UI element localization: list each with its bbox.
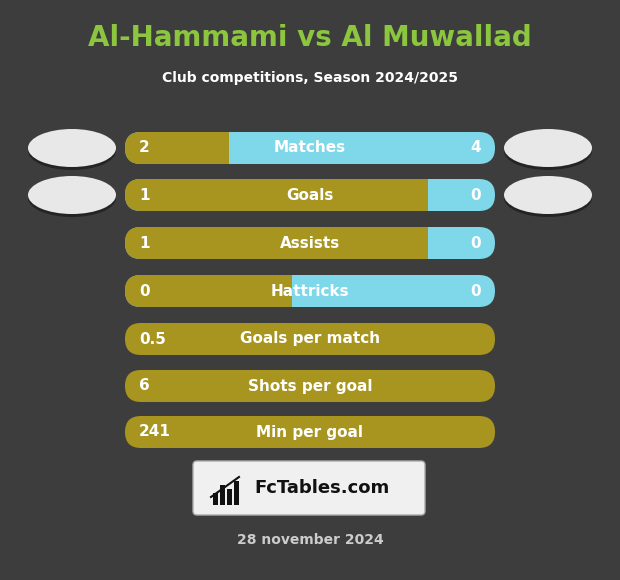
FancyBboxPatch shape [125, 275, 308, 307]
FancyBboxPatch shape [193, 461, 425, 515]
FancyBboxPatch shape [125, 132, 495, 164]
Text: Shots per goal: Shots per goal [248, 379, 372, 393]
Text: 0: 0 [139, 284, 149, 299]
Ellipse shape [28, 179, 116, 217]
FancyBboxPatch shape [125, 275, 495, 307]
Ellipse shape [504, 132, 592, 170]
Text: 241: 241 [139, 425, 171, 440]
Ellipse shape [28, 129, 116, 167]
Text: 0: 0 [471, 284, 481, 299]
Bar [428, 227, 446, 259]
FancyBboxPatch shape [125, 179, 495, 211]
Bar [291, 275, 309, 307]
Ellipse shape [28, 132, 116, 170]
FancyBboxPatch shape [125, 179, 445, 211]
Text: Club competitions, Season 2024/2025: Club competitions, Season 2024/2025 [162, 71, 458, 85]
Ellipse shape [504, 129, 592, 167]
Text: FcTables.com: FcTables.com [254, 479, 389, 497]
FancyBboxPatch shape [125, 132, 245, 164]
Bar [220, 485, 225, 505]
Text: Assists: Assists [280, 235, 340, 251]
Bar [213, 493, 218, 505]
FancyBboxPatch shape [125, 370, 495, 402]
Ellipse shape [28, 176, 116, 214]
Bar [227, 489, 232, 505]
Text: 1: 1 [139, 235, 149, 251]
Text: 0.5: 0.5 [139, 332, 166, 346]
Text: Matches: Matches [274, 140, 346, 155]
FancyBboxPatch shape [125, 227, 445, 259]
Text: 1: 1 [139, 187, 149, 202]
FancyBboxPatch shape [125, 227, 495, 259]
Bar [229, 132, 247, 164]
Text: 2: 2 [139, 140, 150, 155]
FancyBboxPatch shape [125, 323, 495, 355]
Text: 4: 4 [471, 140, 481, 155]
Text: 6: 6 [139, 379, 150, 393]
Bar [234, 481, 239, 505]
Text: 28 november 2024: 28 november 2024 [237, 533, 383, 547]
Ellipse shape [504, 176, 592, 214]
Text: Min per goal: Min per goal [257, 425, 363, 440]
Text: Goals: Goals [286, 187, 334, 202]
Text: 0: 0 [471, 235, 481, 251]
Text: Goals per match: Goals per match [240, 332, 380, 346]
Text: Hattricks: Hattricks [271, 284, 349, 299]
Text: 0: 0 [471, 187, 481, 202]
Text: Al-Hammami vs Al Muwallad: Al-Hammami vs Al Muwallad [88, 24, 532, 52]
Ellipse shape [504, 179, 592, 217]
FancyBboxPatch shape [125, 416, 495, 448]
Bar [428, 179, 446, 211]
